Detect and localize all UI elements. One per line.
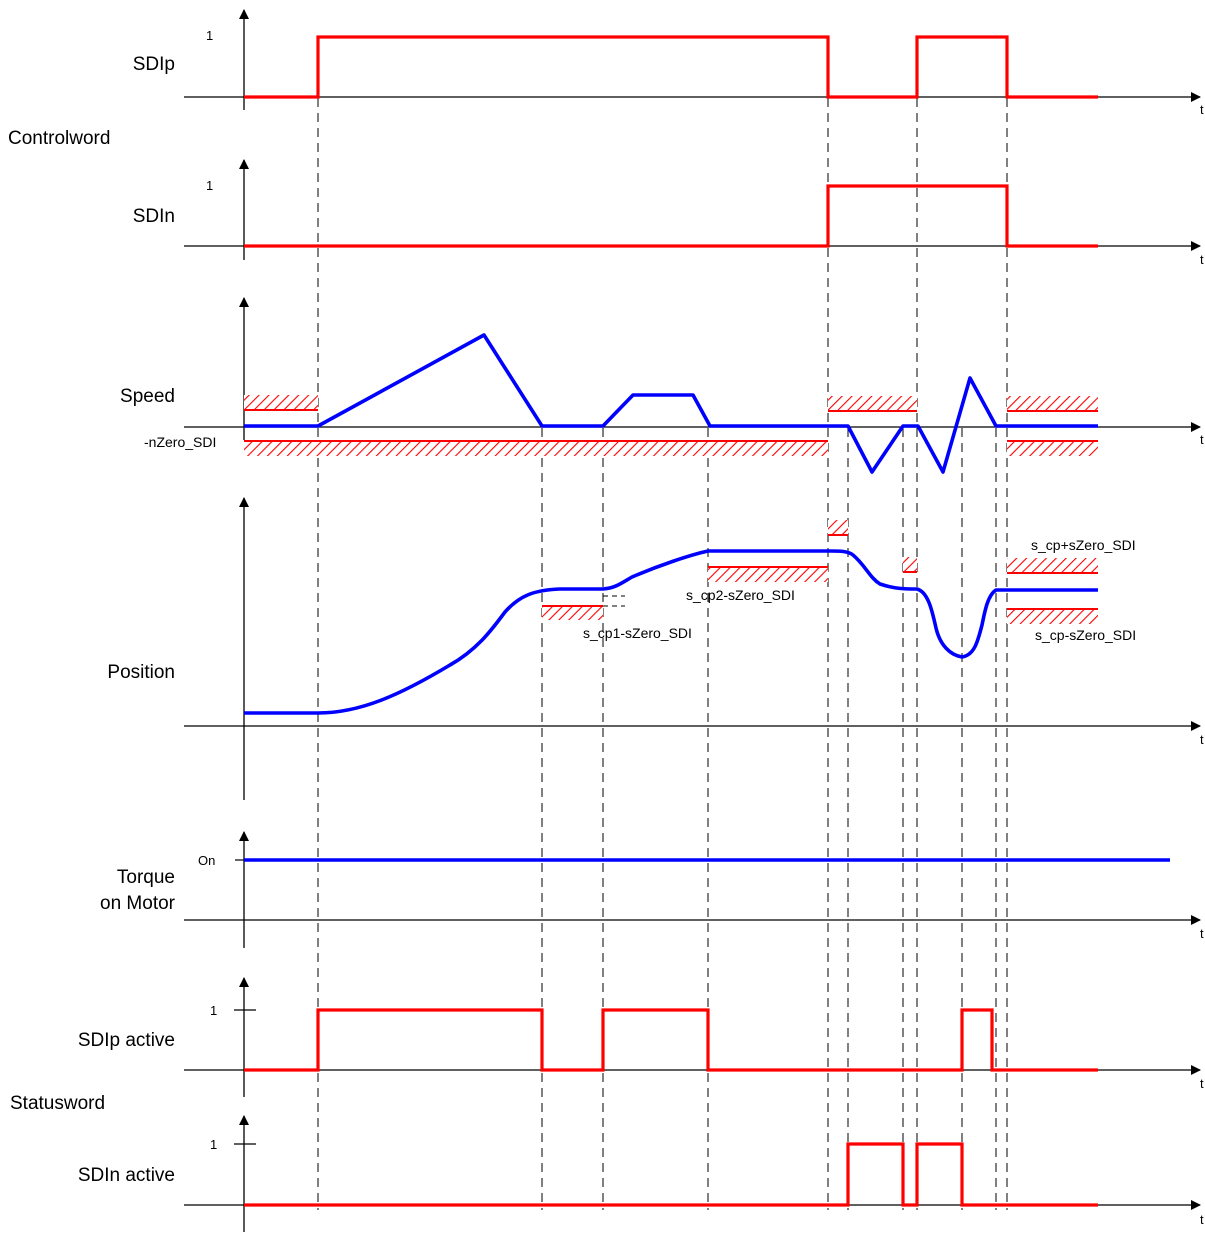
tolerance-band bbox=[1007, 609, 1098, 624]
panel-torque: t On Torque on Motor bbox=[100, 831, 1204, 948]
tick-on-label: On bbox=[198, 853, 215, 868]
tolerance-band bbox=[1007, 396, 1098, 411]
signal-label-torque-line1: Torque bbox=[117, 867, 175, 888]
axis-t-label: t bbox=[1200, 732, 1204, 747]
tolerance-band bbox=[828, 396, 917, 411]
signal-label-sdin-active: SDIn active bbox=[78, 1165, 175, 1186]
section-label-statusword: Statusword bbox=[10, 1093, 105, 1114]
tolerance-band bbox=[244, 441, 828, 456]
annotation-cp2: s_cp2-sZero_SDI bbox=[686, 587, 795, 603]
panel-speed: t Speed -nZero_SDI bbox=[120, 297, 1204, 474]
tolerance-band bbox=[1007, 558, 1098, 573]
panel-sdin-active: t 1 SDIn active bbox=[78, 1115, 1204, 1232]
signal-label-sdip-active: SDIp active bbox=[78, 1030, 175, 1051]
annotation-cp1: s_cp1-sZero_SDI bbox=[583, 625, 692, 641]
signal-label-position: Position bbox=[107, 662, 175, 683]
tolerance-band bbox=[542, 606, 603, 620]
signal-label-sdip: SDIp bbox=[133, 54, 175, 75]
signal-trace-position bbox=[244, 549, 1098, 715]
signal-label-sdin: SDIn bbox=[133, 206, 175, 227]
tick-1-label: 1 bbox=[210, 1137, 217, 1152]
axis-t-label: t bbox=[1200, 1076, 1204, 1091]
signal-trace-sdin-active bbox=[244, 1142, 1098, 1207]
signal-trace-sdin bbox=[244, 184, 1098, 248]
tick-1-label: 1 bbox=[210, 1003, 217, 1018]
axis-t-label: t bbox=[1200, 252, 1204, 267]
tolerance-band bbox=[1007, 441, 1098, 456]
tolerance-band bbox=[903, 557, 917, 572]
signal-label-speed: Speed bbox=[120, 386, 175, 407]
signal-trace-sdip-active bbox=[244, 1008, 1098, 1072]
tolerance-band bbox=[244, 395, 318, 410]
annotation-cp-minus: s_cp-sZero_SDI bbox=[1035, 627, 1136, 643]
panel-sdin: t 1 SDIn bbox=[133, 159, 1204, 267]
tolerance-band bbox=[708, 567, 828, 582]
signal-label-torque-line2: on Motor bbox=[100, 893, 176, 914]
section-label-controlword: Controlword bbox=[8, 128, 110, 149]
signal-trace-sdip bbox=[244, 35, 1098, 99]
tick-1-label: 1 bbox=[206, 28, 213, 43]
axis-t-label: t bbox=[1200, 432, 1204, 447]
axis-t-label: t bbox=[1200, 1212, 1204, 1227]
axis-t-label: t bbox=[1200, 102, 1204, 117]
panel-sdip: t 1 SDIp bbox=[133, 9, 1204, 117]
axis-t-label: t bbox=[1200, 926, 1204, 941]
tolerance-band bbox=[828, 520, 848, 535]
signal-trace-speed bbox=[244, 333, 1098, 474]
event-markers bbox=[317, 98, 1008, 1210]
panel-sdip-active: t 1 SDIp active bbox=[78, 977, 1204, 1097]
panel-position: t Position s_cp1-sZero_SDI s_cp2-sZero_S… bbox=[107, 497, 1204, 800]
annotation-cp-plus: s_cp+sZero_SDI bbox=[1031, 537, 1136, 553]
threshold-label: -nZero_SDI bbox=[144, 434, 216, 450]
tick-1-label: 1 bbox=[206, 178, 213, 193]
